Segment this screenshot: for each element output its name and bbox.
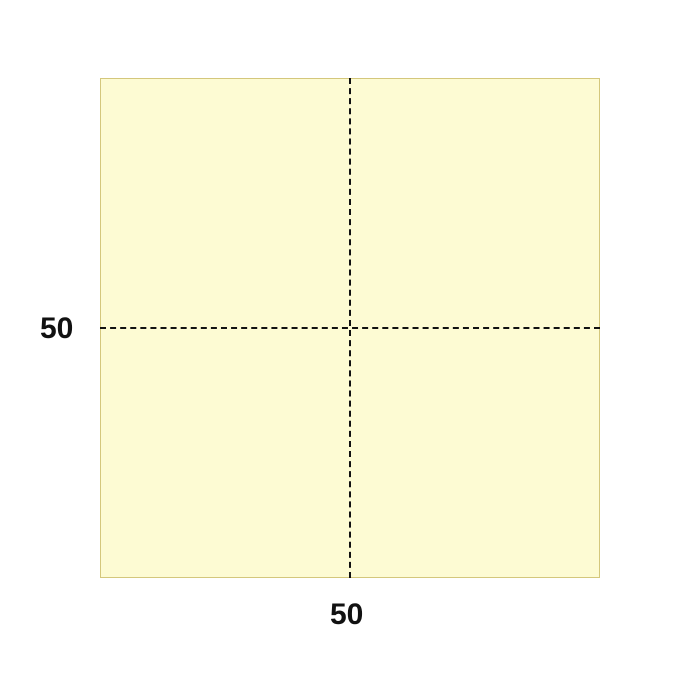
left-value-label: 50 [40,312,74,345]
horizontal-dashed-line [100,327,600,329]
bottom-value-label: 50 [330,598,364,631]
